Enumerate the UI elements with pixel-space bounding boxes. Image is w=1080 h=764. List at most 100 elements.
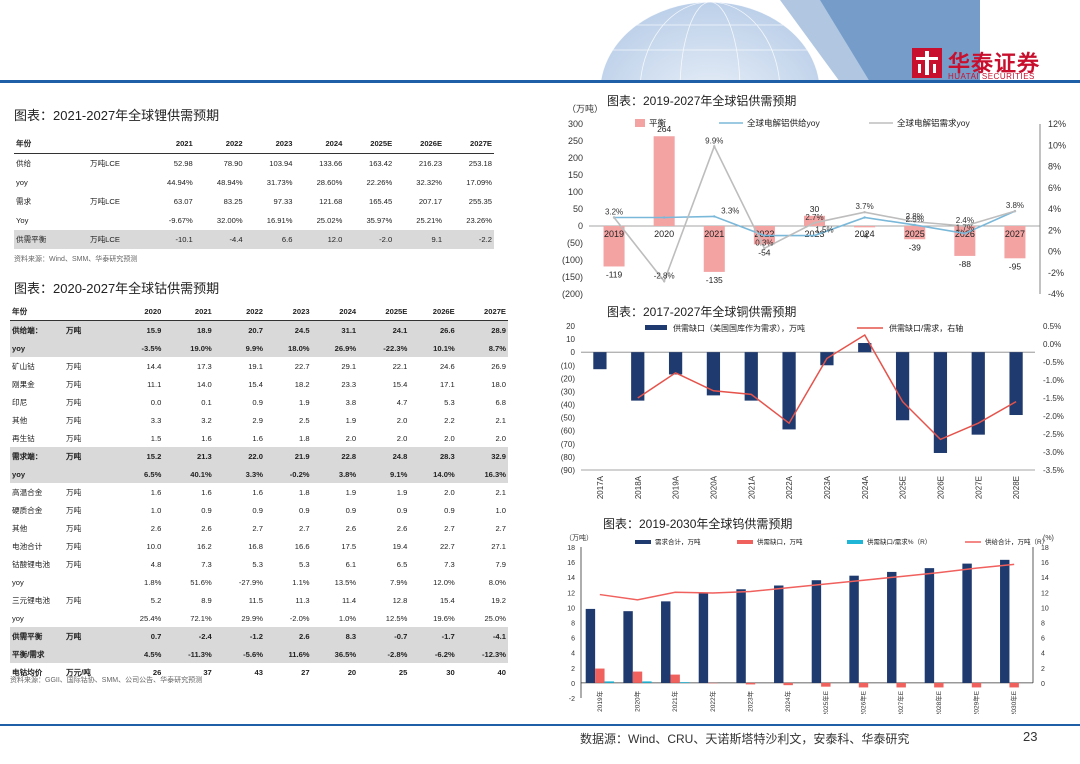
table-cell: 2.0 <box>495 433 506 443</box>
table-cell: 2.7 <box>444 523 455 533</box>
series-bar <box>971 682 982 688</box>
table-header-row: 年份 2021 2022 2023 2024 2025E 2026E 2027E <box>14 134 494 154</box>
table-cell: 36.5% <box>311 645 359 663</box>
series-bar <box>585 608 596 683</box>
table-cell: -5.6% <box>213 645 265 663</box>
series-bar <box>962 563 972 683</box>
table-header-cell: 2021 <box>163 302 214 321</box>
table-row: 硬质合金 万吨 1.0 0.9 0.9 0.9 0.9 0.9 0.9 1.0 <box>10 501 508 519</box>
y-tick-label: 8 <box>571 621 575 628</box>
table-row: yoy 25.4% 72.1% 29.9% -2.0% 1.0% 12.5% 19.6% 25.… <box>10 609 508 627</box>
table-cell: 133.66 <box>319 159 343 168</box>
table-cell: 24.8 <box>358 447 410 465</box>
y-tick-label: 10 <box>566 335 575 344</box>
table-cell: 万吨 <box>66 595 82 605</box>
table-cell: 平衡/需求 <box>10 645 64 663</box>
y-axis-label: （万吨） <box>565 533 593 542</box>
table-cell: 2.7 <box>252 523 263 533</box>
balance-bar <box>703 226 725 272</box>
table-cell: 28.3 <box>409 447 457 465</box>
table-cell: 18.0% <box>264 339 312 357</box>
series-bar <box>623 611 633 683</box>
x-tick-label: 2020A <box>709 475 718 499</box>
y-tick-label: (200) <box>562 289 583 299</box>
table-cell: 3.3% <box>213 465 265 483</box>
table-cell: 207.17 <box>418 197 443 206</box>
table-cell: 28.60% <box>316 178 343 187</box>
y-tick-label: (60) <box>561 427 576 436</box>
table-cell: -22.3% <box>358 339 410 357</box>
y-tick-label: 14 <box>567 575 575 582</box>
table-header-cell: 2027E <box>444 134 494 154</box>
table-cell: -2.0% <box>289 613 310 623</box>
table-cell: 高温合金 <box>12 487 43 497</box>
table-cell: 1.6 <box>150 487 162 497</box>
gap-bar <box>858 343 872 353</box>
y2-tick-label: 12% <box>1048 119 1066 129</box>
table-cell: 6.5 <box>396 559 408 569</box>
table-cell: 万吨 <box>66 541 82 551</box>
legend-swatch <box>847 540 863 544</box>
table-cell: 5.2 <box>150 595 162 605</box>
table-cell: 供给端： <box>10 320 64 339</box>
table-cell: 0.9 <box>201 505 212 515</box>
y-tick-label: 150 <box>568 170 583 180</box>
y2-tick-label: -2% <box>1048 268 1064 278</box>
logo-cn-text: 华泰证券 <box>948 51 1041 76</box>
table-cell: 22.1 <box>392 361 408 371</box>
y2-tick-label: 14 <box>1041 575 1049 582</box>
gap-bar <box>1009 352 1023 416</box>
series-point <box>1013 209 1017 213</box>
table-cell: 8.9 <box>201 595 212 605</box>
table-cell: 9.1 <box>394 230 445 249</box>
x-tick-label: 2020年 <box>633 690 642 711</box>
y2-tick-label: 0 <box>1041 681 1045 688</box>
series-bar <box>698 593 709 683</box>
bar-data-label: -95 <box>1009 261 1022 271</box>
table-cell: 27 <box>301 667 310 677</box>
y-tick-label: (30) <box>561 387 576 396</box>
table-cell: 16.8 <box>248 541 263 551</box>
balance-bar <box>653 136 675 226</box>
line-data-label: 0.3% <box>755 238 773 247</box>
series-bar <box>783 682 793 686</box>
table-row: 电池合计 万吨 10.0 16.2 16.8 16.6 17.5 19.4 22.7 27.1 <box>10 537 508 555</box>
copper-chart: 图表：2017-2027年全球铜供需预期 20 10 0 (10) (20) (30) (40… <box>561 304 1064 499</box>
table-cell: 7.9 <box>495 559 506 569</box>
table-cell: 10.1% <box>409 339 457 357</box>
line-data-label: 2.4% <box>956 216 974 225</box>
series-bar <box>887 571 897 683</box>
table-cell: 11.5 <box>248 595 263 605</box>
y2-tick-label: -3.5% <box>1043 466 1064 475</box>
table-cell: -0.7 <box>358 627 410 645</box>
table-cell: 电钴均价 <box>12 667 43 677</box>
table-cell: 万吨 <box>64 320 117 339</box>
y-tick-label: 0 <box>578 221 583 231</box>
table-cell: 2.9 <box>252 415 263 425</box>
table-cell: 26.6 <box>409 320 457 339</box>
x-tick-label: 2027年E <box>896 690 905 714</box>
y2-tick-label: 0.5% <box>1043 322 1061 331</box>
table-header-cell: 2026E <box>409 302 457 321</box>
series-bar <box>679 682 690 683</box>
table-cell: 12.0% <box>433 577 455 587</box>
table-cell: 7.9% <box>390 577 408 587</box>
y2-tick-label: 6 <box>1041 636 1045 643</box>
x-tick-label: 2023 <box>804 229 824 239</box>
table-cell: 0.9 <box>444 505 455 515</box>
table-cell: 103.94 <box>269 159 293 168</box>
bar-data-label: -4 <box>861 230 869 240</box>
table-cell: 16.6 <box>294 541 310 551</box>
table-header-cell: 2021 <box>144 134 195 154</box>
line-data-label: 9.9% <box>705 136 723 145</box>
table-cell: yoy <box>12 577 24 587</box>
table-cell: 18.0 <box>491 379 506 389</box>
table-row: 供需平衡 万吨 0.7 -2.4 -1.2 2.6 8.3 -0.7 -1.7 -4.1 <box>10 627 508 645</box>
table-cell: 19.4 <box>392 541 408 551</box>
table-cell: 2.6 <box>396 523 408 533</box>
ratio-line <box>637 333 1017 441</box>
table-cell: 32.32% <box>416 178 443 187</box>
table-cell: 1.1% <box>292 577 310 587</box>
x-tick-label: 2028E <box>1012 476 1021 499</box>
y-axis-label: （万吨） <box>567 103 603 114</box>
